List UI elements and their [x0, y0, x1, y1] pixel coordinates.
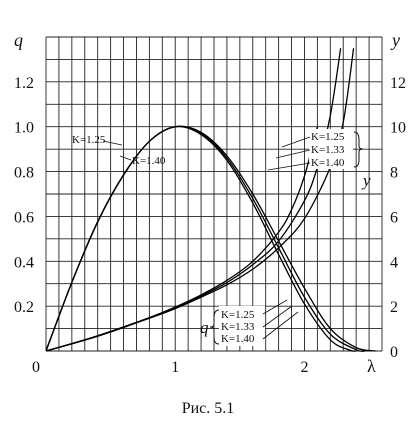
y-series-line-k14 [46, 48, 355, 352]
x-axis-label: λ [367, 356, 376, 376]
top-curve-labels: K=1.25 K=1.40 [72, 134, 166, 167]
y-group-legend: K=1.25 K=1.33 K=1.40 y [267, 129, 371, 190]
y-right-tick-label: 4 [390, 254, 398, 271]
q-legend-name: q [200, 318, 209, 337]
y-left-tick-label: 0.6 [14, 209, 34, 226]
q-legend-k140: K=1.40 [221, 333, 255, 345]
y-left-tick-label: 0.4 [14, 254, 34, 271]
y-right-tick-label: 12 [390, 75, 406, 92]
y-right-tick-label: 10 [390, 120, 406, 137]
y-legend-k125: K=1.25 [311, 131, 345, 143]
x-tick-label: 0 [32, 359, 40, 376]
y-left-tick-label: 0.8 [14, 165, 34, 182]
x-tick-label: 2 [300, 359, 308, 376]
y-right-axis-label: y [390, 30, 400, 50]
y-legend-name: y [361, 171, 371, 190]
x-tick-label: 1 [171, 359, 179, 376]
label-top-k140: K=1.40 [132, 155, 166, 167]
q-legend-k133: K=1.33 [221, 321, 255, 333]
figure-caption: Рис. 5.1 [182, 400, 235, 417]
y-right-tick-label: 6 [390, 209, 398, 226]
q-legend-k125: K=1.25 [221, 309, 255, 321]
grid [45, 36, 383, 352]
y-legend-k133: K=1.33 [311, 144, 345, 156]
y-left-tick-label: 1.0 [14, 120, 34, 137]
label-top-k125: K=1.25 [72, 134, 106, 146]
y-right-tick-label: 2 [390, 299, 398, 316]
q-group-legend: K=1.25 K=1.33 K=1.40 q [200, 299, 299, 346]
y-legend-k140: K=1.40 [311, 157, 345, 169]
y-left-axis-label: q [14, 30, 23, 50]
y-left-tick-label: 0.2 [14, 299, 34, 316]
y-right-tick-label: 8 [390, 165, 398, 182]
y-right-tick-label: 0 [390, 344, 398, 361]
q-series-line-k14 [46, 125, 357, 352]
y-left-tick-label: 1.2 [14, 75, 34, 92]
